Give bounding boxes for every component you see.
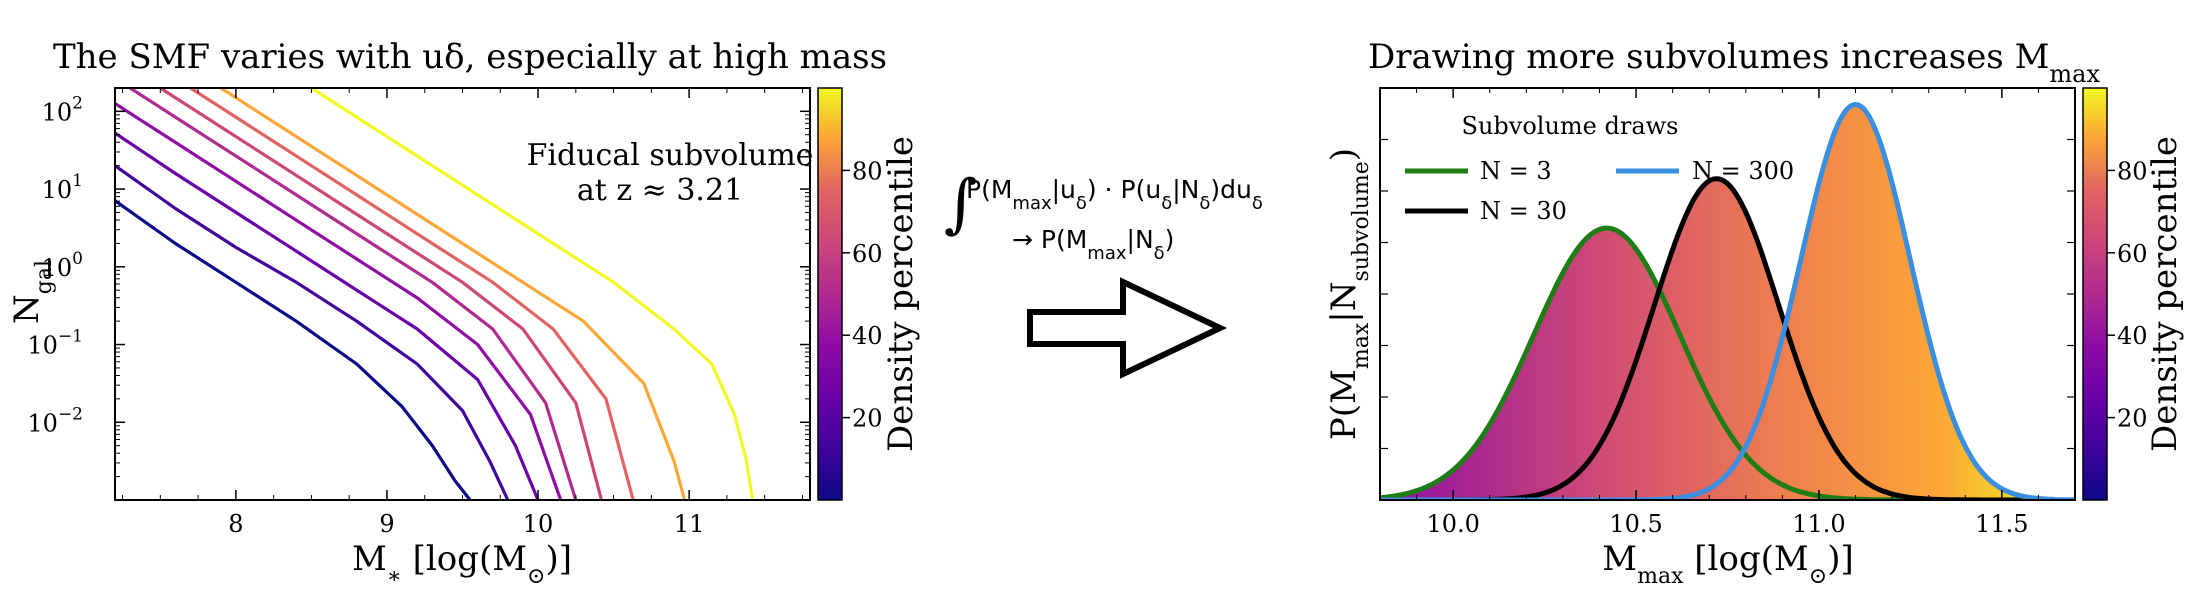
mmax-curve-n3 <box>1380 225 2075 500</box>
colorbar-tick-label: 20 <box>2117 405 2148 433</box>
colorbar-tick-label: 20 <box>852 405 883 433</box>
smf-annotation-line2: at z ≈ 3.21 <box>577 173 743 208</box>
mmax-gradient-fill <box>1380 104 2075 500</box>
x-tick-label: 11 <box>674 510 705 538</box>
colorbar-tick-label: 60 <box>852 240 883 268</box>
smf-y-axis-label: Ngal <box>7 260 57 324</box>
x-tick-label: 10.0 <box>1426 510 1479 538</box>
x-tick-label: 8 <box>228 510 243 538</box>
y-tick-label: 101 <box>42 171 83 204</box>
colorbar-tick-label: 40 <box>852 322 883 350</box>
colorbar-tick-label: 80 <box>852 157 883 185</box>
colorbar-tick-label: 40 <box>2117 322 2148 350</box>
smf-annotation-line1: Fiducal subvolume <box>527 138 814 173</box>
smf-colorbar <box>818 88 842 500</box>
smf-panel: The SMF varies with uδ, especially at hi… <box>7 37 921 589</box>
x-tick-label: 10.5 <box>1609 510 1662 538</box>
smf-line-p74 <box>189 88 635 500</box>
right-arrow-icon <box>1027 277 1228 379</box>
legend-label-n30: N = 30 <box>1480 197 1567 225</box>
smf-title: The SMF varies with uδ, especially at hi… <box>53 37 887 77</box>
smf-colorbar-label: Density percentile <box>881 136 921 452</box>
smf-x-axis-label: M∗ [log(M⊙)] <box>352 539 572 589</box>
smf-line-p86 <box>219 88 687 500</box>
mmax-colorbar <box>2083 88 2107 500</box>
x-tick-label: 11.5 <box>1975 510 2028 538</box>
integral-sign: ∫ <box>944 167 977 241</box>
mmax-colorbar-label: Density percentile <box>2145 136 2185 452</box>
mmax-x-ticks: 10.0 10.5 11.0 11.5 <box>1416 88 2076 538</box>
legend-label-n3: N = 3 <box>1480 157 1552 185</box>
smf-line-p38 <box>115 102 563 500</box>
smf-line-p14 <box>115 164 510 500</box>
y-tick-label: 102 <box>42 93 83 126</box>
smf-x-ticks: 8 9 10 11 <box>122 88 803 538</box>
mmax-curve-n300 <box>1380 102 2075 500</box>
smf-colorbar-frame <box>817 87 843 501</box>
formula-line1: P(Mmax|uδ) · P(uδ|Nδ)duδ <box>966 175 1263 214</box>
x-tick-label: 11.0 <box>1792 510 1845 538</box>
legend-title: Subvolume draws <box>1462 112 1679 140</box>
smf-lines <box>115 88 755 500</box>
x-tick-label: 10 <box>523 510 554 538</box>
mmax-x-axis-label: Mmax [log(M⊙)] <box>1602 539 1853 589</box>
colorbar-tick-label: 60 <box>2117 240 2148 268</box>
mmax-legend: Subvolume draws N = 3 N = 30 N = 300 <box>1405 112 1794 225</box>
y-tick-label: 10−2 <box>27 404 83 437</box>
mmax-colorbar-ticks: 20 40 60 80 <box>2107 157 2148 433</box>
smf-line-p62 <box>159 88 604 500</box>
mmax-panel: Drawing more subvolumes increases Mmax 1… <box>1324 37 2185 589</box>
mmax-title: Drawing more subvolumes increases Mmax <box>1368 37 2100 88</box>
colorbar-tick-label: 80 <box>2117 157 2148 185</box>
mmax-colorbar-frame <box>2082 87 2108 501</box>
smf-line-p2 <box>115 199 472 500</box>
mmax-y-axis-label: P(Mmax|Nsubvolume) <box>1324 148 1374 440</box>
smf-line-p26 <box>115 131 540 500</box>
formula-line2: → P(Mmax|Nδ) <box>1012 225 1174 264</box>
legend-label-n300: N = 300 <box>1692 157 1794 185</box>
smf-line-p50 <box>129 88 578 500</box>
y-tick-label: 10−1 <box>27 327 83 360</box>
formula-block: ∫ P(Mmax|uδ) · P(uδ|Nδ)duδ → P(Mmax|Nδ) <box>944 167 1263 379</box>
smf-colorbar-ticks: 20 40 60 80 <box>842 157 883 433</box>
mmax-y-ticks <box>1380 138 2075 450</box>
x-tick-label: 9 <box>379 510 394 538</box>
smf-line-p98 <box>310 88 755 500</box>
